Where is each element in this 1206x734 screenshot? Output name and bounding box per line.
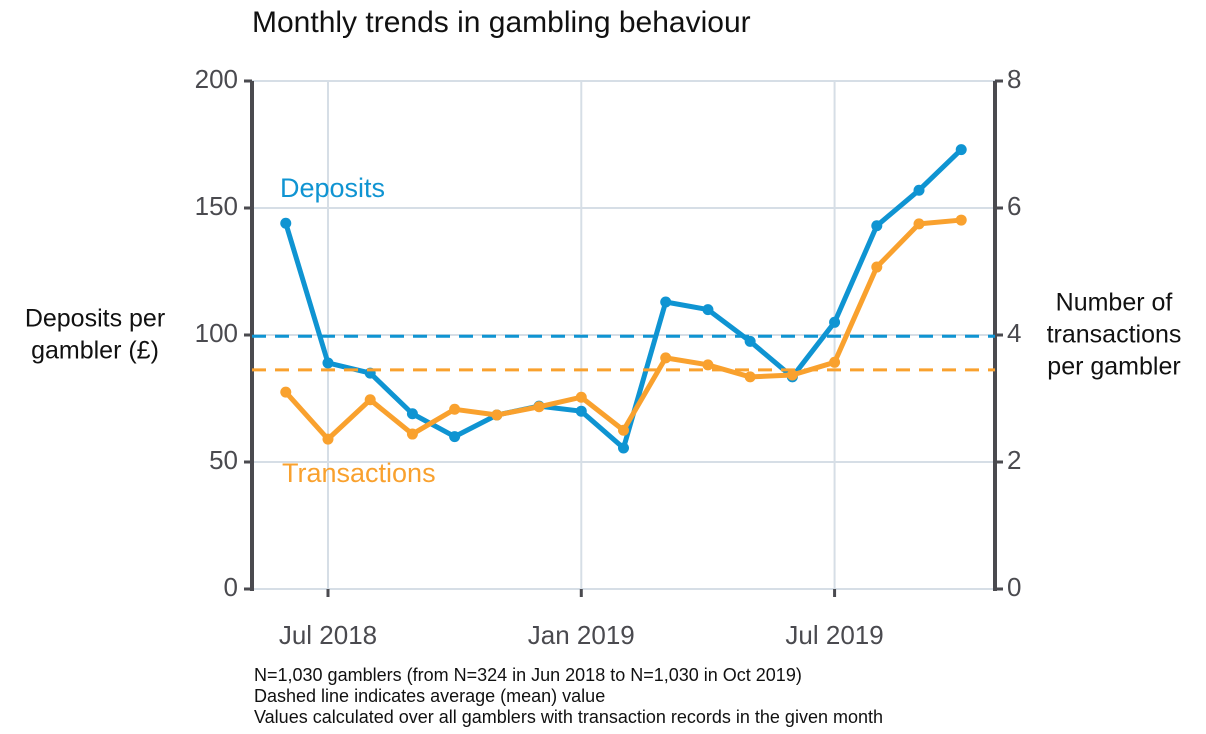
y-tick-label: 50 — [209, 445, 238, 475]
y2-tick-label: 2 — [1007, 445, 1021, 475]
point — [406, 428, 418, 440]
point — [280, 217, 292, 229]
point — [913, 218, 925, 230]
point — [575, 391, 587, 403]
chart-title: Monthly trends in gambling behaviour — [252, 6, 751, 39]
point — [871, 220, 883, 232]
point — [702, 359, 714, 371]
point — [955, 214, 967, 226]
point — [406, 408, 418, 420]
point — [744, 335, 756, 347]
series-line — [283, 147, 963, 451]
point — [491, 409, 503, 421]
y-tick-label: 200 — [195, 64, 238, 94]
x-tick-label: Jan 2019 — [528, 620, 635, 650]
point — [955, 144, 967, 156]
x-tick-label: Jul 2018 — [279, 620, 377, 650]
y-tick-label: 150 — [195, 191, 238, 221]
series-label: Deposits — [280, 173, 385, 203]
series-label: Transactions — [282, 458, 436, 488]
point — [829, 316, 841, 328]
point — [322, 433, 334, 445]
y2-axis-label: per gambler — [1047, 353, 1180, 381]
point — [618, 424, 629, 436]
point — [280, 386, 292, 398]
note: N=1,030 gamblers (from N=324 in Jun 2018… — [254, 665, 802, 685]
point — [575, 405, 587, 417]
series-line — [283, 217, 962, 442]
point — [322, 357, 334, 369]
point — [364, 394, 376, 406]
point — [660, 352, 672, 364]
y2-tick-label: 0 — [1007, 572, 1021, 602]
point — [913, 184, 925, 196]
point — [702, 304, 714, 316]
point — [449, 431, 461, 443]
x-tick-label: Jul 2019 — [785, 620, 883, 650]
point — [533, 401, 545, 413]
y-tick-label: 0 — [224, 572, 238, 602]
note: Dashed line indicates average (mean) val… — [254, 686, 605, 706]
point — [829, 356, 841, 368]
y2-tick-label: 6 — [1007, 191, 1021, 221]
y-axis-label: gambler (£) — [31, 337, 159, 365]
y2-axis-label: transactions — [1047, 321, 1182, 349]
point — [449, 403, 461, 415]
y-axis-label: Deposits per — [25, 305, 165, 333]
point — [871, 261, 883, 273]
point — [618, 442, 629, 454]
y2-tick-label: 8 — [1007, 64, 1021, 94]
point — [744, 371, 756, 383]
y2-axis-label: Number of — [1056, 289, 1173, 317]
y-tick-label: 100 — [195, 318, 238, 348]
point — [660, 296, 672, 308]
point — [786, 369, 798, 381]
note: Values calculated over all gamblers with… — [254, 707, 883, 727]
y2-tick-label: 4 — [1007, 318, 1021, 348]
